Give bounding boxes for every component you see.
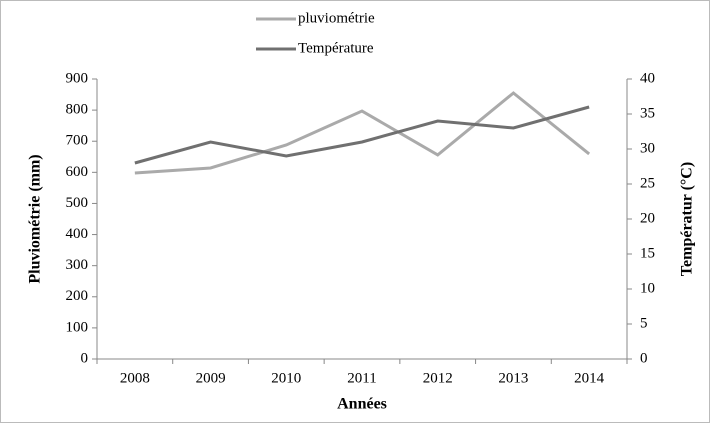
x-tick-label: 2008 — [120, 370, 150, 386]
y-tick-label: 500 — [66, 195, 89, 211]
x-tick-label: 2009 — [196, 370, 226, 386]
y2-tick-label: 10 — [640, 280, 655, 296]
y2-tick-label: 25 — [640, 175, 655, 191]
y2-tick-label: 20 — [640, 210, 655, 226]
legend-label: pluviométrie — [298, 10, 375, 26]
y2-tick-label: 30 — [640, 140, 655, 156]
x-tick-label: 2010 — [271, 370, 301, 386]
y-tick-label: 900 — [66, 70, 89, 86]
y-tick-label: 300 — [66, 257, 89, 273]
x-tick-label: 2013 — [498, 370, 528, 386]
y-tick-label: 0 — [81, 350, 89, 366]
y2-tick-label: 15 — [640, 245, 655, 261]
y-tick-label: 800 — [66, 102, 89, 118]
x-tick-label: 2012 — [423, 370, 453, 386]
y2-tick-label: 40 — [640, 70, 655, 86]
series-line — [134, 91, 591, 175]
x-tick-label: 2011 — [347, 370, 376, 386]
y-tick-label: 200 — [66, 288, 89, 304]
series-line — [134, 105, 590, 165]
y2-tick-label: 5 — [640, 315, 648, 331]
y2-tick-label: 0 — [640, 350, 648, 366]
legend-label: Température — [298, 40, 374, 56]
y2-axis-label: Températur (°C) — [679, 162, 696, 276]
y-tick-label: 400 — [66, 226, 89, 242]
y2-tick-label: 35 — [640, 105, 655, 121]
y-tick-label: 700 — [66, 133, 89, 149]
y-tick-label: 600 — [66, 164, 89, 180]
x-axis-label: Années — [337, 396, 387, 413]
x-tick-label: 2014 — [574, 370, 605, 386]
y-axis-label: Pluviométrie (mm) — [27, 154, 44, 283]
y-tick-label: 100 — [66, 319, 89, 335]
